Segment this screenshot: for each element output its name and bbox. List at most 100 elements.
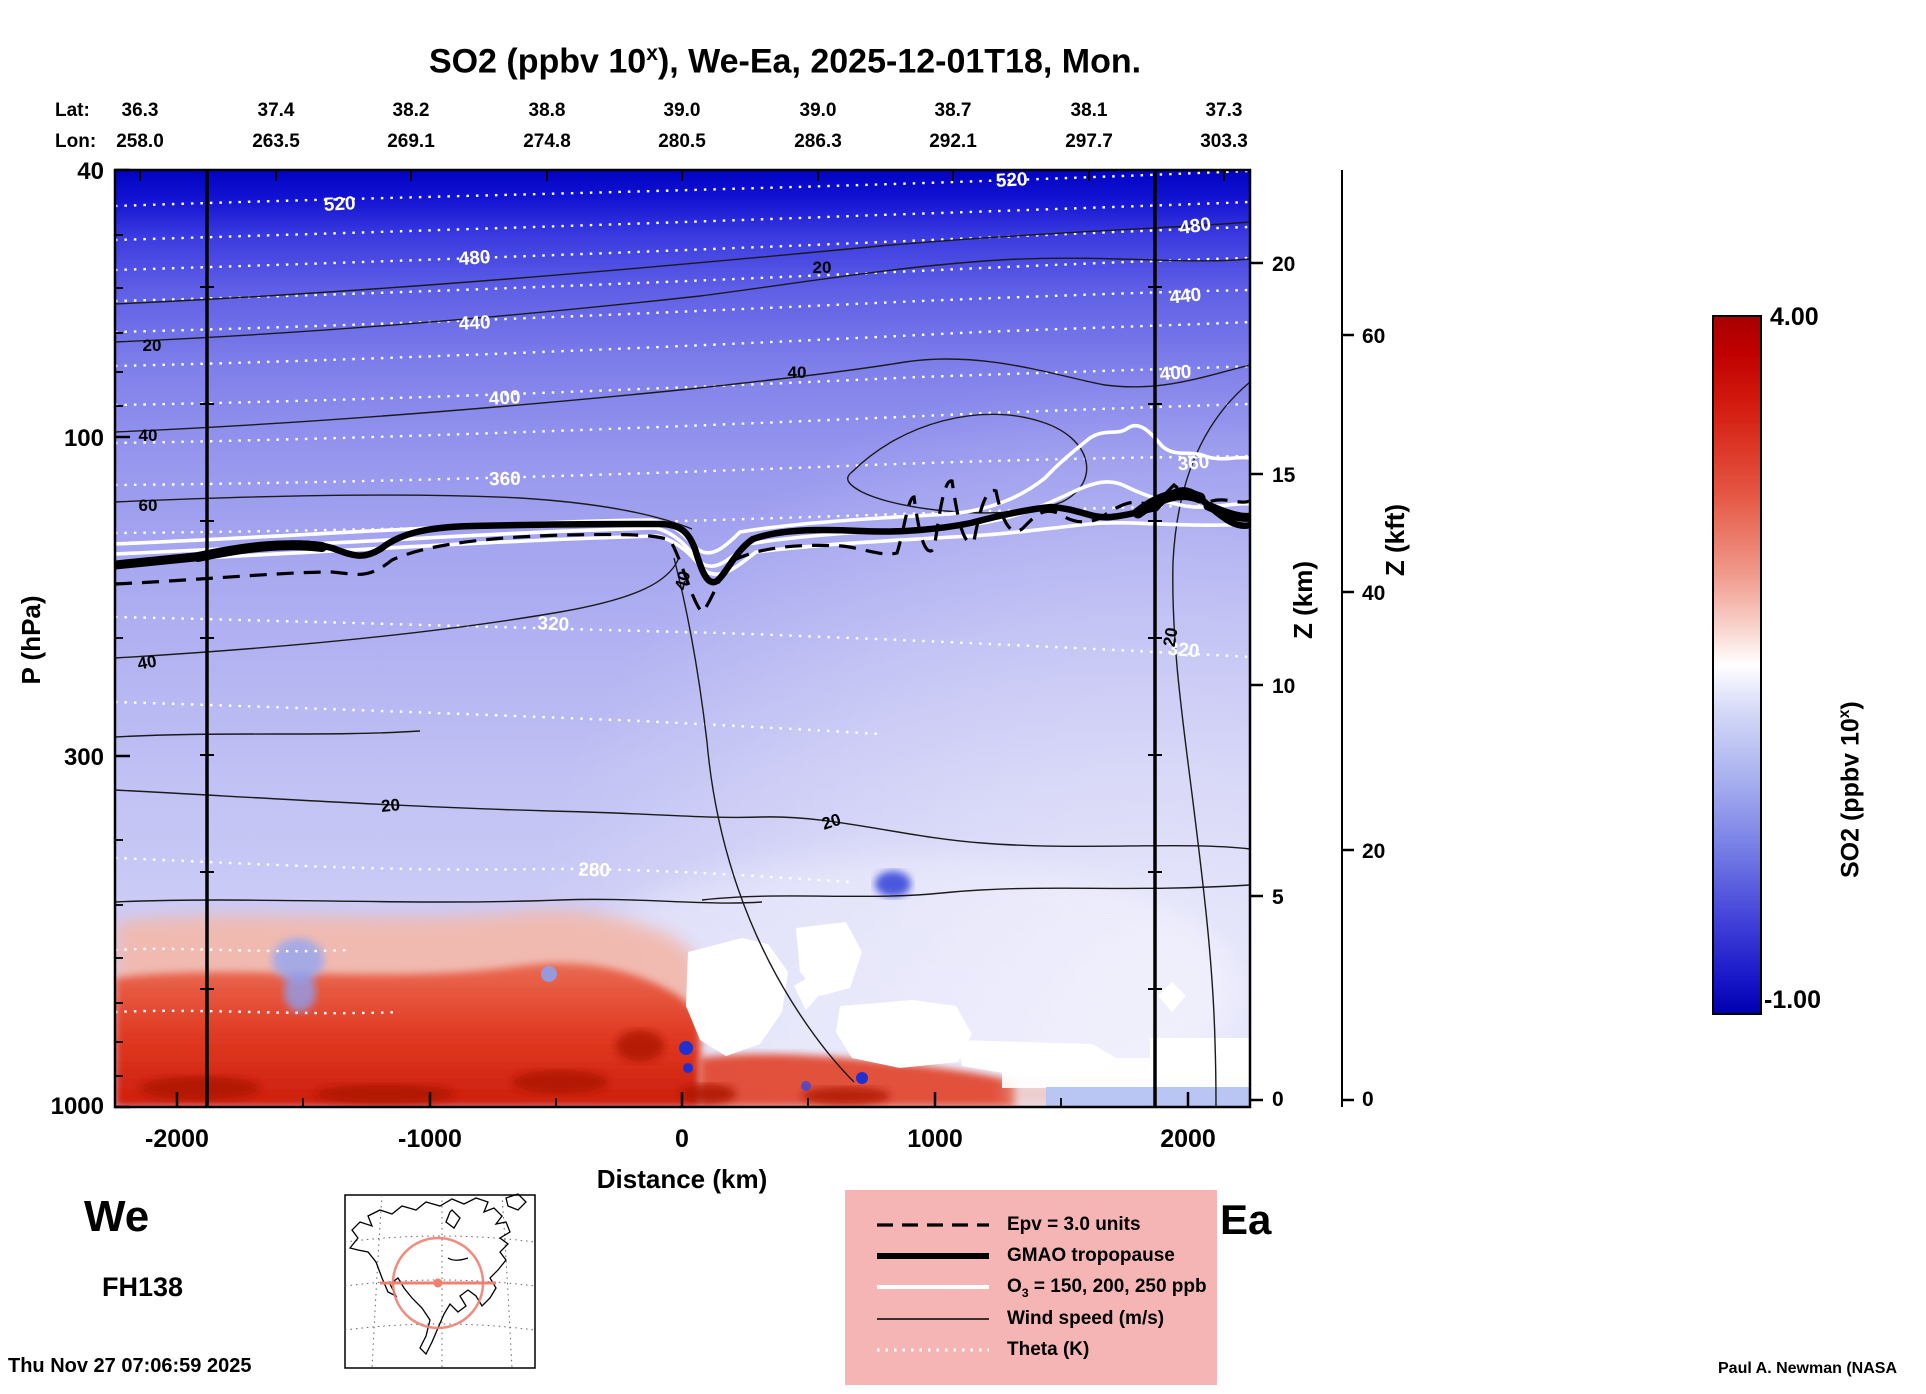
pressure-axis (115, 168, 130, 1109)
lon-value: 286.3 (794, 131, 842, 152)
z-km-axis: 20 15 10 5 0 Z (km) (1250, 253, 1318, 1111)
z-kft-axis-title: Z (kft) (1380, 504, 1410, 576)
x-tick-label: -1000 (398, 1125, 462, 1153)
wind-label: 20 (1160, 626, 1182, 648)
wind-line-sample (877, 1318, 989, 1321)
theta-label: 400 (1159, 362, 1192, 386)
colorbar-axis-title: SO2 (ppbv 10x) (1836, 701, 1865, 878)
zkft-tick-label: 20 (1362, 840, 1385, 863)
legend-label-tropopause: GMAO tropopause (1007, 1244, 1175, 1266)
map-graticule (344, 1194, 536, 1369)
theta-label: 440 (458, 312, 491, 335)
wind-label: 40 (136, 652, 158, 674)
legend-label-epv: Epv = 3.0 units (1007, 1213, 1141, 1235)
theta-label: 520 (995, 169, 1028, 192)
lat-value: 36.3 (121, 100, 159, 121)
colorbar-title-superscript: x (1836, 709, 1853, 719)
wind-label: 60 (139, 496, 158, 515)
map-inset (344, 1193, 536, 1369)
so2-field (115, 170, 1250, 1107)
x-axis (175, 1092, 1190, 1107)
legend-label-wind: Wind speed (m/s) (1007, 1308, 1165, 1330)
east-end-label: Ea (1220, 1196, 1272, 1243)
epv-contour (115, 479, 1250, 615)
colorbar-min-label: -1.00 (1764, 986, 1821, 1014)
lat-value: 38.2 (392, 100, 430, 121)
x-tick-label: 1000 (907, 1125, 963, 1153)
lat-value: 37.4 (257, 100, 295, 121)
lon-value: 280.5 (658, 131, 706, 152)
colorbar-title-suffix: ) (1836, 701, 1865, 710)
west-end-label: We (84, 1192, 150, 1241)
forecast-hour-label: FH138 (102, 1272, 184, 1302)
lat-value: 39.0 (663, 100, 701, 121)
lon-value: 269.1 (387, 131, 435, 152)
zkm-tick-label: 10 (1272, 675, 1295, 698)
legend-row-tropopause: GMAO tropopause (845, 1245, 1217, 1267)
lat-value: 38.7 (934, 100, 972, 121)
credit-line: Paul A. Newman (NASA (1718, 1360, 1897, 1377)
tropopause-line-sample (877, 1252, 989, 1259)
title-superscript: x (646, 42, 658, 65)
zkft-tick-label: 60 (1362, 325, 1385, 348)
ozone-line-sample (877, 1285, 989, 1290)
p-tick-label: 100 (64, 425, 104, 452)
wind-label: 40 (671, 569, 694, 592)
lat-value: 37.3 (1205, 100, 1243, 121)
theta-label: 440 (1169, 284, 1203, 308)
legend-row-ozone: O3 = 150, 200, 250 ppb (845, 1275, 1217, 1300)
top-axis-ticks (139, 170, 1225, 181)
lon-value: 303.3 (1200, 131, 1248, 152)
theta-contour-labels: 520 520 480 480 440 440 400 400 360 360 … (323, 169, 1212, 881)
z-km-axis-title: Z (km) (1288, 561, 1318, 639)
zkm-tick-label: 20 (1272, 253, 1295, 276)
reference-lines (200, 170, 1162, 1107)
theta-label: 520 (323, 193, 356, 216)
theta-label: 360 (1177, 452, 1210, 476)
zkm-tick-label: 5 (1272, 886, 1284, 909)
theta-label: 280 (578, 859, 610, 881)
colorbar-title-prefix: SO2 (ppbv 10 (1836, 718, 1865, 878)
wind-label: 20 (143, 336, 162, 355)
colorbar-max-label: 4.00 (1770, 303, 1819, 331)
zkft-tick-label: 40 (1362, 582, 1385, 605)
wind-label: 20 (813, 258, 832, 277)
wind-contours (115, 221, 1250, 1107)
x-axis-labels: -2000 -1000 0 1000 2000 Distance (km) (145, 1125, 1216, 1194)
lat-row-label: Lat: (55, 100, 90, 121)
theta-label: 400 (488, 387, 521, 410)
zkft-tick-label: 0 (1362, 1088, 1374, 1111)
lat-value: 39.0 (799, 100, 837, 121)
pressure-axis-title: P (hPa) (16, 595, 46, 684)
wind-contour-labels: 20 20 40 40 60 40 40 20 20 20 (136, 258, 1182, 834)
p-tick-label: 1000 (51, 1093, 104, 1120)
theta-contours (115, 170, 1250, 1015)
title-suffix: ), We-Ea, 2025-12-01T18, Mon. (657, 42, 1142, 81)
title-prefix: SO2 (ppbv 10 (428, 42, 647, 81)
x-tick-label: 2000 (1160, 1125, 1216, 1153)
legend-label-theta: Theta (K) (1007, 1339, 1090, 1361)
lon-value: 297.7 (1065, 131, 1113, 152)
theta-label: 320 (1167, 639, 1200, 663)
colorbar (1712, 315, 1762, 1015)
lon-value: 263.5 (252, 131, 300, 152)
x-tick-label: -2000 (145, 1125, 209, 1153)
legend-row-theta: Theta (K) (845, 1339, 1217, 1361)
theta-label: 360 (489, 469, 521, 491)
legend-label-ozone: O3 = 150, 200, 250 ppb (1007, 1275, 1207, 1300)
wind-label: 40 (788, 363, 807, 382)
x-axis-title: Distance (km) (597, 1164, 768, 1194)
pressure-axis-labels: 40 100 300 1000 P (hPa) (16, 158, 104, 1120)
legend-box: Epv = 3.0 units GMAO tropopause O3 = 150… (845, 1190, 1217, 1385)
zkm-tick-label: 0 (1272, 1088, 1284, 1111)
p-tick-label: 40 (77, 158, 104, 185)
lat-value: 38.1 (1070, 100, 1108, 121)
lon-value: 274.8 (523, 131, 571, 152)
z-kft-axis: 60 40 20 0 Z (kft) (1341, 170, 1410, 1111)
theta-label: 480 (458, 247, 491, 270)
legend-row-epv: Epv = 3.0 units (845, 1214, 1217, 1236)
creation-timestamp: Thu Nov 27 07:06:59 2025 (8, 1355, 252, 1377)
wind-label: 20 (380, 795, 401, 816)
zkm-tick-label: 15 (1272, 464, 1296, 487)
